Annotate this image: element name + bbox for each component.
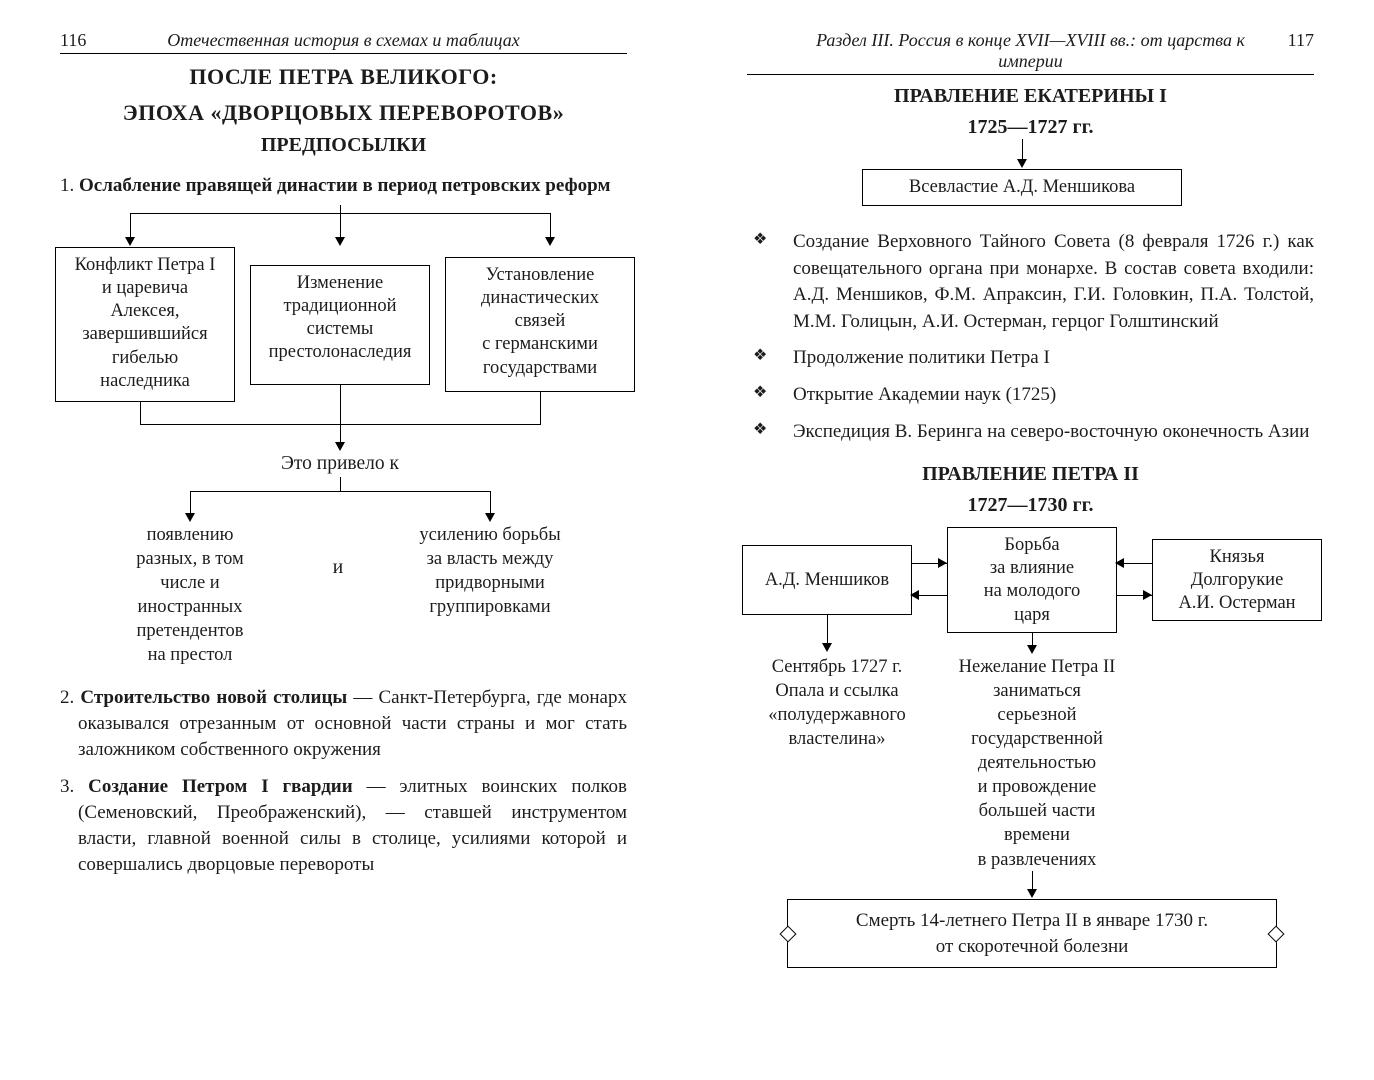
arrow-down-icon bbox=[1027, 889, 1037, 898]
page-left: 116 Отечественная история в схемах и таб… bbox=[0, 0, 687, 1080]
label-led-to: Это привело к bbox=[250, 451, 430, 476]
paragraph-2: 2. Строительство новой столицы — Санкт-П… bbox=[60, 685, 627, 764]
running-head-right: Раздел III. Россия в конце XVII—XVIII вв… bbox=[747, 30, 1314, 75]
connector bbox=[540, 392, 541, 424]
arrow-down-icon bbox=[1027, 645, 1037, 654]
result-pretenders: появлению разных, в том числе и иностран… bbox=[90, 523, 290, 667]
box-menshikov: А.Д. Меншиков bbox=[742, 545, 912, 615]
arrow-down-icon bbox=[822, 643, 832, 652]
catherine-dates: 1725—1727 гг. bbox=[747, 116, 1314, 139]
box-succession: Изменение традиционной системы престолон… bbox=[250, 265, 430, 385]
diagram-peter2: А.Д. Меншиков Борьба за влияние на молод… bbox=[747, 523, 1314, 963]
running-title-right: Раздел III. Россия в конце XVII—XVIII вв… bbox=[797, 30, 1264, 72]
connector bbox=[190, 491, 490, 492]
connector bbox=[340, 213, 341, 239]
spacer bbox=[747, 30, 797, 72]
page-number-right: 117 bbox=[1264, 30, 1314, 72]
title-line1: ПОСЛЕ ПЕТРА ВЕЛИКОГО: bbox=[60, 64, 627, 90]
peter2-dates: 1727—1730 гг. bbox=[747, 494, 1314, 517]
paragraph-3: 3. Создание Петром I гвардии — элитных в… bbox=[60, 774, 627, 879]
result-neglect: Нежелание Петра II заниматься серьезной … bbox=[937, 655, 1137, 871]
book-spread: 116 Отечественная история в схемах и таб… bbox=[0, 0, 1374, 1080]
connector bbox=[490, 491, 491, 515]
subtitle: ПРЕДПОСЫЛКИ bbox=[60, 134, 627, 157]
section1-heading: 1. Ослабление правящей династии в период… bbox=[60, 175, 627, 197]
running-head-left: 116 Отечественная история в схемах и таб… bbox=[60, 30, 627, 54]
p3-num: 3. bbox=[60, 776, 88, 797]
peter2-title: ПРАВЛЕНИЕ ПЕТРА II bbox=[747, 463, 1314, 486]
label-and: и bbox=[308, 555, 368, 580]
connector bbox=[827, 615, 828, 645]
arrow-down-icon bbox=[485, 513, 495, 522]
p3-bold: Создание Петром I гвардии bbox=[88, 776, 353, 797]
p2-num: 2. bbox=[60, 687, 80, 708]
banner-death: Смерть 14-летнего Петра II в январе 1730… bbox=[787, 899, 1277, 968]
result-exile: Сентябрь 1727 г. Опала и ссылка «полудер… bbox=[742, 655, 932, 751]
result-struggle: усилению борьбы за власть между придворн… bbox=[390, 523, 590, 619]
connector bbox=[340, 385, 341, 424]
connector bbox=[340, 424, 341, 444]
connector bbox=[340, 205, 341, 213]
running-title-left: Отечественная история в схемах и таблица… bbox=[110, 30, 577, 51]
catherine-bullets: Создание Верховного Тайного Совета (8 фе… bbox=[747, 229, 1314, 445]
arrow-down-icon bbox=[1017, 159, 1027, 168]
catherine-title: ПРАВЛЕНИЕ ЕКАТЕРИНЫ I bbox=[747, 85, 1314, 108]
section1-num: 1. bbox=[60, 175, 79, 196]
box-german-ties: Установление династических связей с герм… bbox=[445, 257, 635, 392]
connector bbox=[1032, 871, 1033, 891]
diagram-weakening: Конфликт Петра I и царевича Алексея, зав… bbox=[60, 205, 627, 675]
connector bbox=[130, 213, 131, 239]
box-menshikov-power: Всевластие А.Д. Меншикова bbox=[862, 169, 1182, 206]
arrow-right-icon bbox=[1143, 590, 1152, 600]
connector bbox=[190, 491, 191, 515]
p2-bold: Строительство новой столицы bbox=[80, 687, 347, 708]
section1-bold: Ослабление правящей династии в период пе… bbox=[79, 175, 610, 196]
arrow-down-icon bbox=[125, 237, 135, 246]
box-dolgorukie: Князья Долгорукие А.И. Остерман bbox=[1152, 539, 1322, 621]
arrow-down-icon bbox=[545, 237, 555, 246]
arrow-left-icon bbox=[910, 590, 919, 600]
title-line2: ЭПОХА «ДВОРЦОВЫХ ПЕРЕВОРОТОВ» bbox=[60, 100, 627, 126]
bullet-item: Экспедиция В. Беринга на северо-восточну… bbox=[747, 419, 1314, 446]
arrow-down-icon bbox=[185, 513, 195, 522]
arrow-left-icon bbox=[1115, 558, 1124, 568]
box-struggle-influence: Борьба за влияние на молодого царя bbox=[947, 527, 1117, 633]
bullet-item: Открытие Академии наук (1725) bbox=[747, 382, 1314, 409]
spacer bbox=[577, 30, 627, 51]
arrow-right-icon bbox=[938, 558, 947, 568]
connector bbox=[550, 213, 551, 239]
connector bbox=[1022, 139, 1023, 161]
connector bbox=[140, 402, 141, 424]
bullet-item: Создание Верховного Тайного Совета (8 фе… bbox=[747, 229, 1314, 335]
diagram-catherine: Всевластие А.Д. Меншикова bbox=[747, 139, 1314, 219]
box-conflict: Конфликт Петра I и царевича Алексея, зав… bbox=[55, 247, 235, 402]
connector bbox=[340, 477, 341, 491]
arrow-down-icon bbox=[335, 442, 345, 451]
page-right: Раздел III. Россия в конце XVII—XVIII вв… bbox=[687, 0, 1374, 1080]
arrow-down-icon bbox=[335, 237, 345, 246]
page-number-left: 116 bbox=[60, 30, 110, 51]
bullet-item: Продолжение политики Петра I bbox=[747, 345, 1314, 372]
